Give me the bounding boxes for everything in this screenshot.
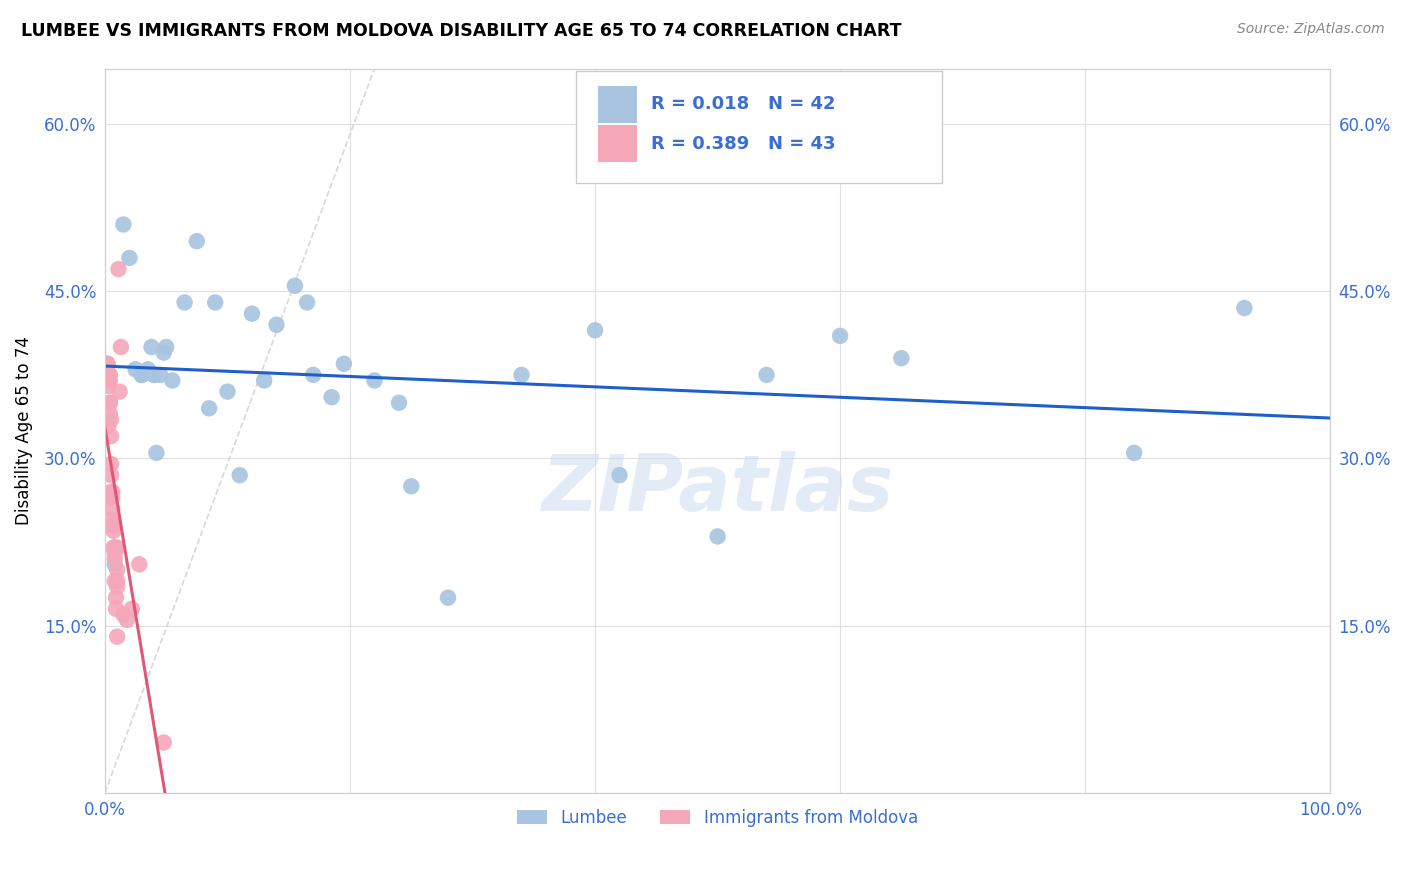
Point: [97, 368, 120, 382]
Point: [1123, 446, 1146, 460]
Point: [96, 357, 118, 371]
Point: [104, 551, 127, 566]
Point: [363, 374, 385, 388]
Point: [104, 558, 127, 572]
Point: [388, 395, 411, 409]
Point: [115, 613, 138, 627]
Point: [399, 479, 422, 493]
Point: [141, 340, 163, 354]
Point: [98, 368, 121, 382]
Point: [145, 446, 167, 460]
Point: [152, 735, 174, 749]
Point: [510, 368, 533, 382]
Point: [101, 484, 124, 499]
Point: [321, 390, 343, 404]
Point: [103, 518, 125, 533]
Point: [142, 368, 165, 382]
Text: R = 0.018   N = 42: R = 0.018 N = 42: [651, 95, 835, 113]
Point: [100, 457, 122, 471]
Point: [253, 374, 276, 388]
Point: [149, 368, 172, 382]
Point: [105, 574, 128, 588]
Point: [204, 295, 226, 310]
Point: [105, 563, 128, 577]
Point: [173, 295, 195, 310]
Point: [118, 251, 141, 265]
Point: [136, 362, 159, 376]
Point: [105, 630, 128, 644]
Point: [333, 357, 356, 371]
Point: [104, 602, 127, 616]
Point: [121, 602, 143, 616]
Point: [162, 374, 184, 388]
Point: [828, 329, 851, 343]
Point: [97, 417, 120, 432]
Point: [706, 529, 728, 543]
Point: [1233, 301, 1256, 315]
Point: [755, 368, 778, 382]
Point: [97, 379, 120, 393]
Point: [96, 357, 118, 371]
Point: [100, 513, 122, 527]
Point: [583, 323, 606, 337]
Text: ZIPatlas: ZIPatlas: [541, 450, 894, 526]
Point: [266, 318, 288, 332]
Point: [103, 541, 125, 555]
Point: [240, 307, 263, 321]
Point: [103, 524, 125, 538]
Point: [104, 546, 127, 560]
Point: [97, 374, 120, 388]
Text: LUMBEE VS IMMIGRANTS FROM MOLDOVA DISABILITY AGE 65 TO 74 CORRELATION CHART: LUMBEE VS IMMIGRANTS FROM MOLDOVA DISABI…: [21, 22, 901, 40]
Point: [105, 580, 128, 594]
Point: [98, 395, 121, 409]
Point: [890, 351, 912, 366]
Point: [100, 429, 122, 443]
Legend: Lumbee, Immigrants from Moldova: Lumbee, Immigrants from Moldova: [509, 800, 927, 835]
Point: [155, 340, 177, 354]
Point: [101, 501, 124, 516]
Point: [98, 374, 121, 388]
Point: [228, 468, 250, 483]
Point: [128, 558, 150, 572]
Point: [437, 591, 460, 605]
Point: [108, 384, 131, 399]
Point: [284, 278, 307, 293]
Point: [124, 362, 146, 376]
Point: [112, 218, 135, 232]
Point: [105, 541, 128, 555]
Text: Source: ZipAtlas.com: Source: ZipAtlas.com: [1237, 22, 1385, 37]
Point: [295, 295, 318, 310]
Point: [142, 368, 165, 382]
Point: [107, 262, 129, 277]
Point: [609, 468, 631, 483]
Point: [186, 234, 208, 248]
Point: [100, 468, 122, 483]
Point: [198, 401, 221, 416]
Y-axis label: Disability Age 65 to 74: Disability Age 65 to 74: [15, 336, 32, 525]
Point: [302, 368, 325, 382]
Text: R = 0.389   N = 43: R = 0.389 N = 43: [651, 135, 835, 153]
Point: [131, 368, 153, 382]
Point: [152, 345, 174, 359]
Point: [100, 484, 122, 499]
Point: [110, 340, 132, 354]
Point: [104, 541, 127, 555]
Point: [98, 395, 121, 409]
Point: [100, 491, 122, 505]
Point: [217, 384, 239, 399]
Point: [112, 607, 135, 622]
Point: [104, 574, 127, 588]
Point: [104, 591, 127, 605]
Point: [131, 368, 153, 382]
Point: [100, 412, 122, 426]
Point: [101, 491, 124, 505]
Point: [98, 407, 121, 421]
